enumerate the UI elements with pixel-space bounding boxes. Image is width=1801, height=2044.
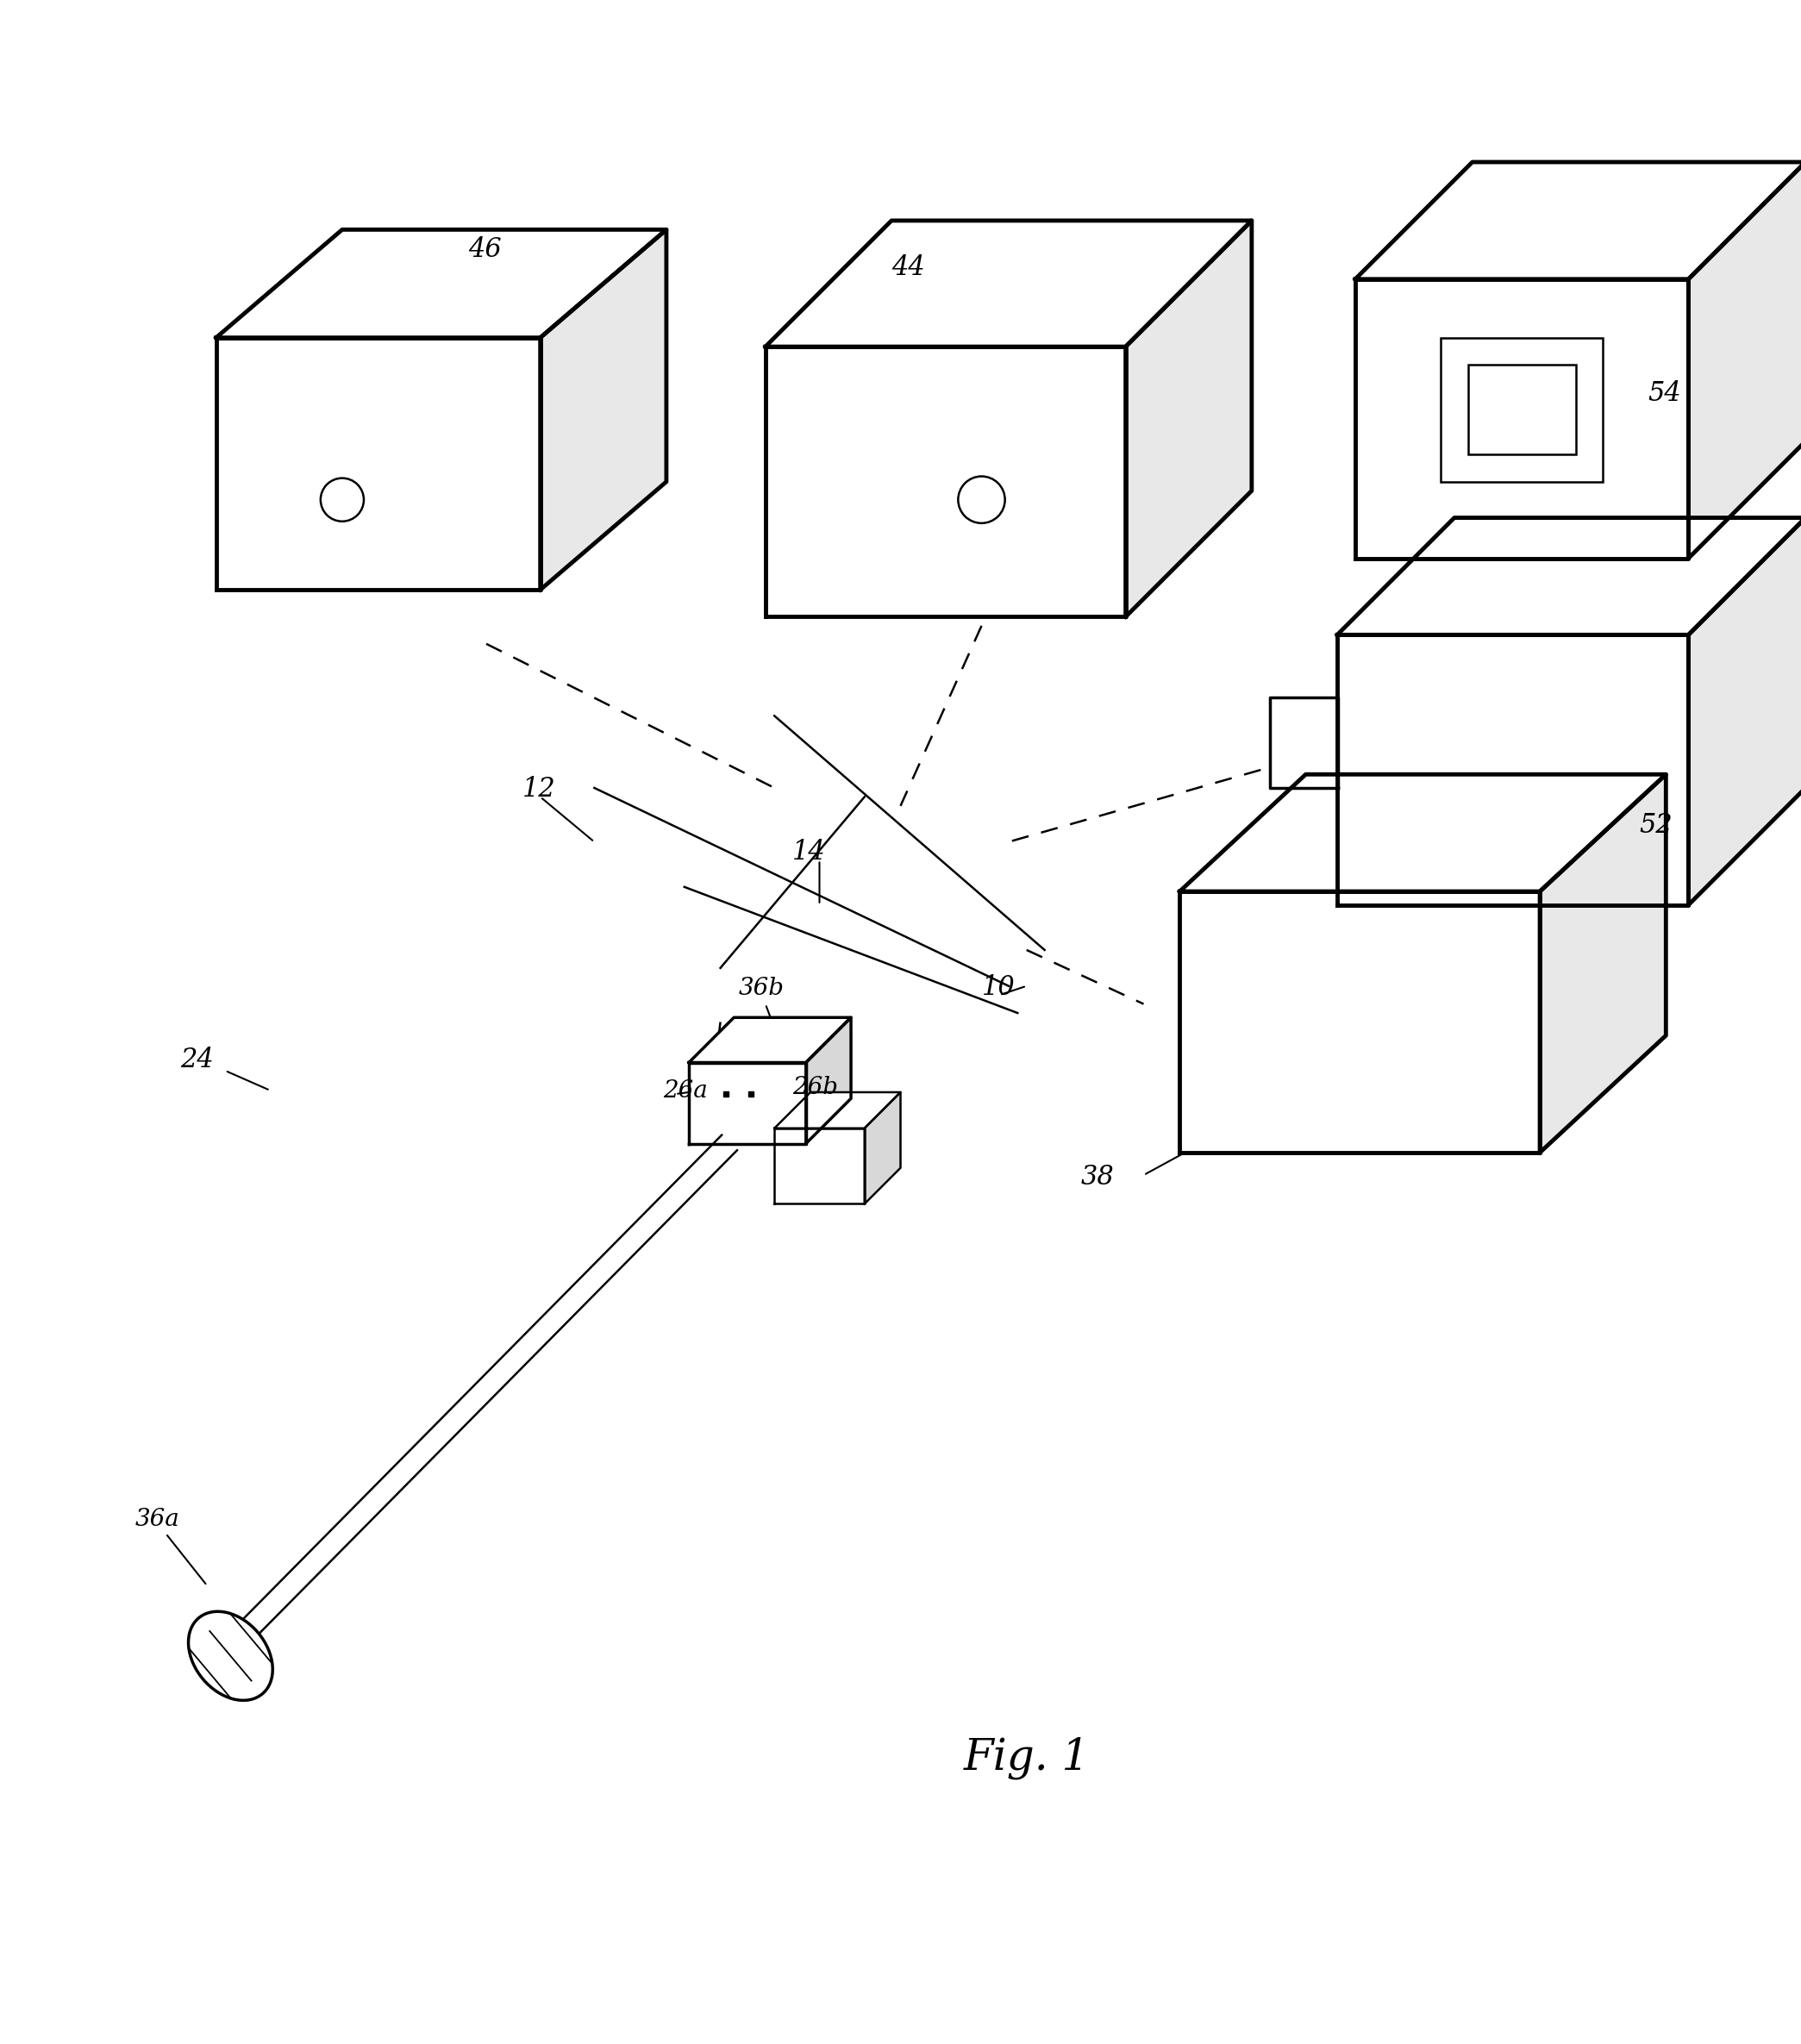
- Polygon shape: [765, 221, 1252, 347]
- Polygon shape: [216, 229, 666, 337]
- Polygon shape: [765, 347, 1126, 617]
- Polygon shape: [1180, 891, 1540, 1153]
- Polygon shape: [1689, 517, 1801, 905]
- Polygon shape: [1336, 517, 1801, 636]
- Polygon shape: [688, 1063, 807, 1143]
- Bar: [1468, 364, 1576, 454]
- Text: 26a: 26a: [663, 1079, 708, 1104]
- Polygon shape: [807, 1018, 850, 1143]
- Polygon shape: [688, 1018, 850, 1063]
- Text: 14: 14: [792, 840, 827, 867]
- Polygon shape: [1354, 161, 1801, 280]
- Text: 44: 44: [891, 253, 926, 280]
- Text: 54: 54: [1648, 380, 1682, 407]
- Polygon shape: [774, 1128, 864, 1204]
- Ellipse shape: [189, 1611, 272, 1701]
- Polygon shape: [216, 337, 540, 591]
- Text: 36a: 36a: [135, 1508, 180, 1531]
- Bar: [1441, 337, 1603, 482]
- Polygon shape: [1126, 221, 1252, 617]
- Polygon shape: [1336, 636, 1689, 905]
- Text: 12: 12: [522, 777, 557, 803]
- Text: 38: 38: [1081, 1163, 1115, 1190]
- Text: 36b: 36b: [738, 977, 783, 1000]
- Text: 26b: 26b: [792, 1075, 837, 1100]
- Polygon shape: [1354, 280, 1689, 558]
- Text: 24: 24: [180, 1047, 214, 1073]
- Polygon shape: [1180, 775, 1666, 891]
- Polygon shape: [540, 229, 666, 591]
- Polygon shape: [864, 1091, 900, 1204]
- Text: 52: 52: [1639, 811, 1673, 838]
- Polygon shape: [1270, 697, 1338, 787]
- Polygon shape: [774, 1091, 900, 1128]
- Text: Fig. 1: Fig. 1: [964, 1737, 1090, 1778]
- Text: 46: 46: [468, 235, 502, 264]
- Text: 10: 10: [982, 975, 1016, 1002]
- Polygon shape: [1689, 161, 1801, 558]
- Polygon shape: [1540, 775, 1666, 1153]
